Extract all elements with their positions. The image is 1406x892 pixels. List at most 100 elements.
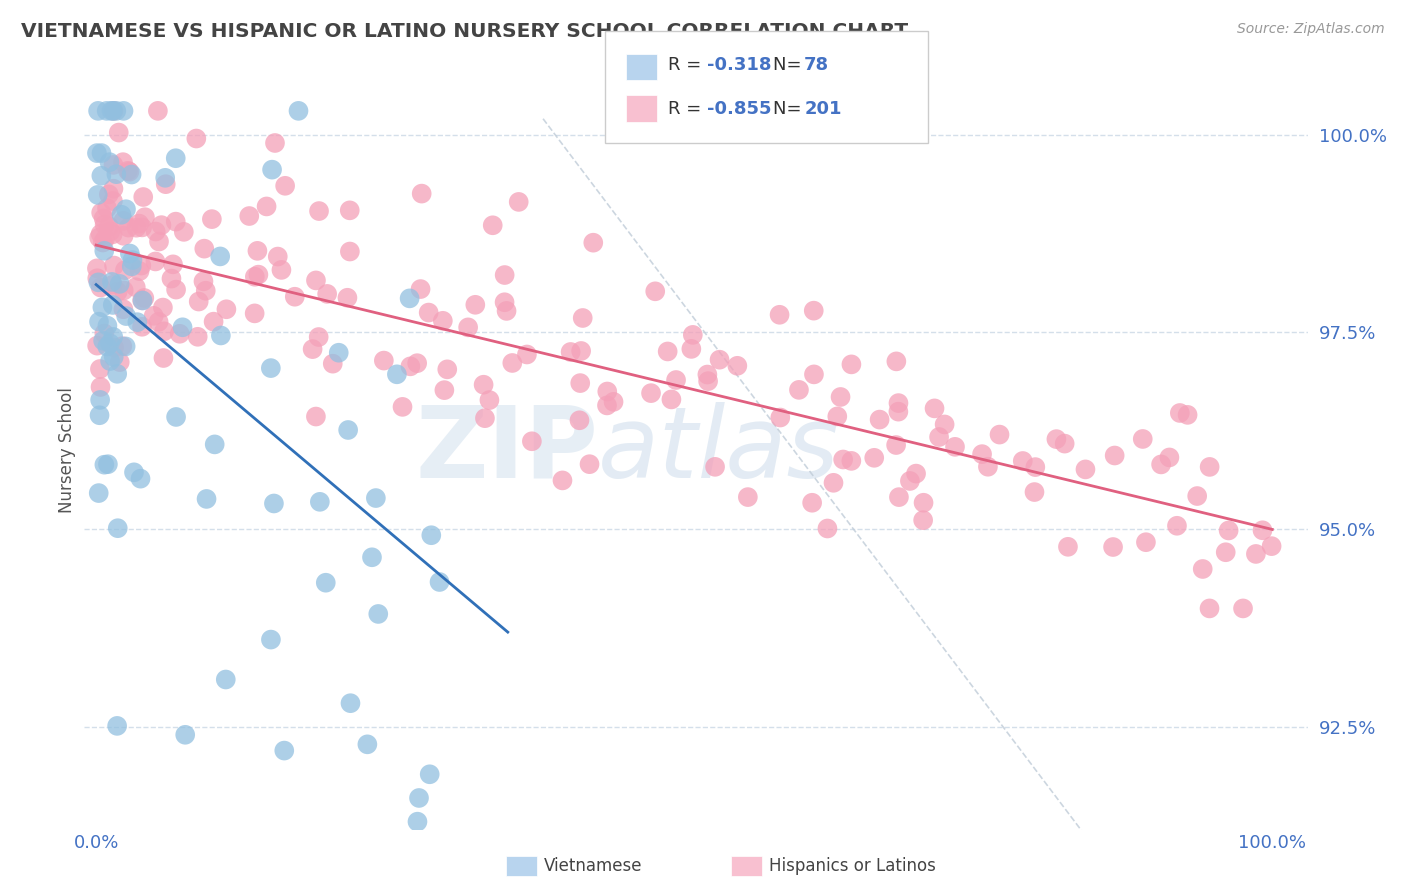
Point	[270, 263, 292, 277]
Point	[1260, 539, 1282, 553]
Point	[87, 230, 110, 244]
Point	[582, 235, 605, 250]
Point	[114, 339, 136, 353]
Point	[121, 260, 143, 274]
Point	[238, 209, 260, 223]
Point	[172, 320, 194, 334]
Point	[91, 334, 114, 348]
Point	[100, 103, 122, 118]
Point	[152, 301, 174, 315]
Point	[1215, 545, 1237, 559]
Point	[105, 719, 128, 733]
Point	[436, 362, 458, 376]
Point	[98, 224, 121, 238]
Point	[96, 103, 118, 118]
Point	[817, 521, 839, 535]
Point	[571, 310, 593, 325]
Point	[803, 368, 825, 382]
Point	[243, 306, 266, 320]
Point	[187, 294, 209, 309]
Point	[970, 447, 993, 461]
Point	[308, 495, 330, 509]
Point	[193, 274, 215, 288]
Point	[87, 486, 110, 500]
Point	[110, 208, 132, 222]
Point	[681, 342, 703, 356]
Point	[1251, 523, 1274, 537]
Point	[1232, 601, 1254, 615]
Point	[112, 213, 135, 227]
Point	[131, 319, 153, 334]
Point	[305, 273, 328, 287]
Point	[569, 343, 592, 358]
Point	[90, 146, 112, 161]
Point	[90, 280, 112, 294]
Point	[787, 383, 810, 397]
Point	[569, 376, 592, 390]
Point	[337, 423, 360, 437]
Text: Source: ZipAtlas.com: Source: ZipAtlas.com	[1237, 22, 1385, 37]
Point	[420, 528, 443, 542]
Text: R =: R =	[668, 100, 707, 118]
Point	[284, 290, 307, 304]
Point	[657, 344, 679, 359]
Point	[105, 103, 128, 118]
Point	[86, 187, 108, 202]
Point	[884, 438, 907, 452]
Point	[432, 314, 454, 328]
Point	[101, 194, 124, 208]
Point	[385, 368, 408, 382]
Point	[117, 164, 139, 178]
Point	[328, 345, 350, 359]
Point	[769, 410, 792, 425]
Point	[246, 244, 269, 258]
Point	[111, 339, 134, 353]
Point	[90, 227, 112, 241]
Point	[98, 219, 121, 234]
Point	[495, 304, 517, 318]
Point	[148, 315, 170, 329]
Point	[801, 496, 824, 510]
Point	[568, 413, 591, 427]
Point	[841, 454, 863, 468]
Point	[887, 396, 910, 410]
Point	[165, 151, 187, 165]
Point	[103, 103, 125, 118]
Point	[339, 203, 361, 218]
Point	[356, 737, 378, 751]
Point	[125, 220, 148, 235]
Point	[464, 298, 486, 312]
Point	[886, 354, 908, 368]
Text: atlas: atlas	[598, 402, 839, 499]
Point	[418, 305, 440, 319]
Point	[121, 168, 143, 182]
Point	[89, 392, 111, 407]
Point	[115, 202, 138, 217]
Point	[96, 340, 118, 354]
Point	[125, 280, 148, 294]
Point	[308, 330, 330, 344]
Point	[1102, 540, 1125, 554]
Point	[1185, 489, 1208, 503]
Text: -0.318: -0.318	[707, 56, 772, 74]
Point	[316, 286, 339, 301]
Point	[90, 169, 112, 183]
Point	[823, 475, 845, 490]
Point	[1074, 462, 1097, 476]
Point	[661, 392, 683, 407]
Point	[305, 409, 328, 424]
Point	[108, 277, 131, 291]
Point	[832, 452, 855, 467]
Point	[1218, 524, 1240, 538]
Point	[153, 170, 176, 185]
Point	[644, 285, 666, 299]
Point	[830, 390, 852, 404]
Point	[114, 263, 136, 277]
Point	[924, 401, 946, 416]
Point	[429, 574, 451, 589]
Point	[308, 204, 330, 219]
Point	[260, 361, 283, 376]
Point	[1198, 459, 1220, 474]
Point	[89, 362, 111, 376]
Point	[202, 315, 225, 329]
